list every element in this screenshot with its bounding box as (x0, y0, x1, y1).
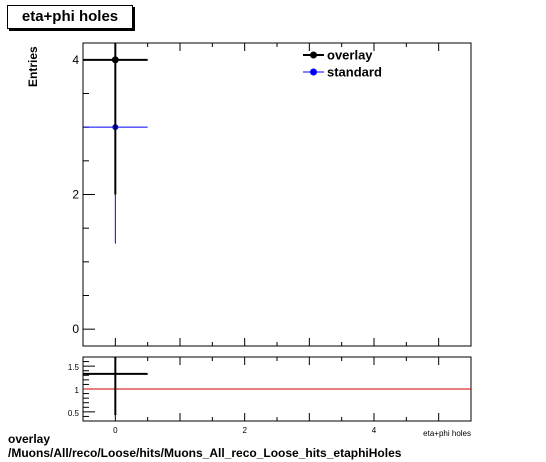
main-axis-ticks: 0 2 4 (72, 43, 472, 346)
y-tick-label: 2 (72, 188, 79, 202)
main-plot-frame (82, 42, 472, 347)
y-axis-label: Entries (26, 46, 40, 87)
legend-label: standard (327, 65, 382, 80)
legend-marker (310, 68, 317, 76)
y-tick-label: 4 (72, 53, 79, 67)
ratio-data-marks (83, 357, 471, 416)
chart-title: eta+phi holes (7, 5, 133, 29)
footer-overlay-label: overlay (8, 432, 51, 446)
x-tick-label: 2 (242, 426, 247, 435)
legend: overlay standard (303, 48, 382, 80)
legend-label: overlay (327, 48, 373, 63)
ratio-axis-ticks: 0 2 4 0.5 1 1.5 (68, 356, 472, 435)
x-axis-label: eta+phi holes (423, 429, 471, 438)
main-data-marks (83, 43, 148, 244)
x-tick-label: 0 (113, 426, 118, 435)
y-tick-label: 0 (72, 322, 79, 336)
legend-marker (310, 51, 317, 59)
footer-path-label: /Muons/All/reco/Loose/hits/Muons_All_rec… (8, 446, 402, 460)
data-point (111, 56, 119, 64)
y-tick-label: 1 (75, 386, 80, 395)
y-tick-label: 0.5 (68, 409, 80, 418)
x-tick-label: 4 (372, 426, 377, 435)
plot-frame-rect (82, 42, 472, 347)
y-tick-label: 1.5 (68, 363, 80, 372)
